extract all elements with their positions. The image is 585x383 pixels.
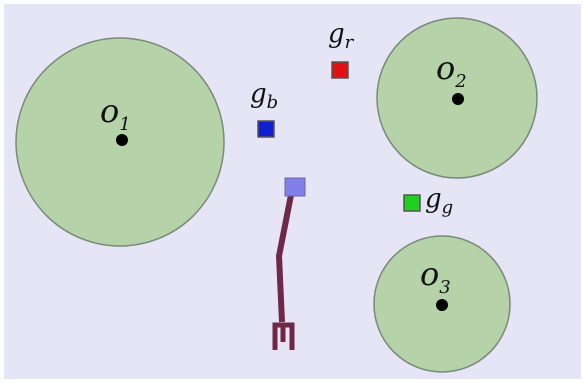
goal-blue	[258, 121, 274, 137]
obstacle-center	[116, 134, 128, 146]
scene: o1 o2 o3 gr gb gg	[0, 0, 585, 383]
obstacle-center	[452, 93, 464, 105]
arm-base	[285, 178, 305, 196]
obstacle-center	[436, 299, 448, 311]
goal-green	[404, 195, 420, 211]
goal-red	[332, 62, 348, 78]
